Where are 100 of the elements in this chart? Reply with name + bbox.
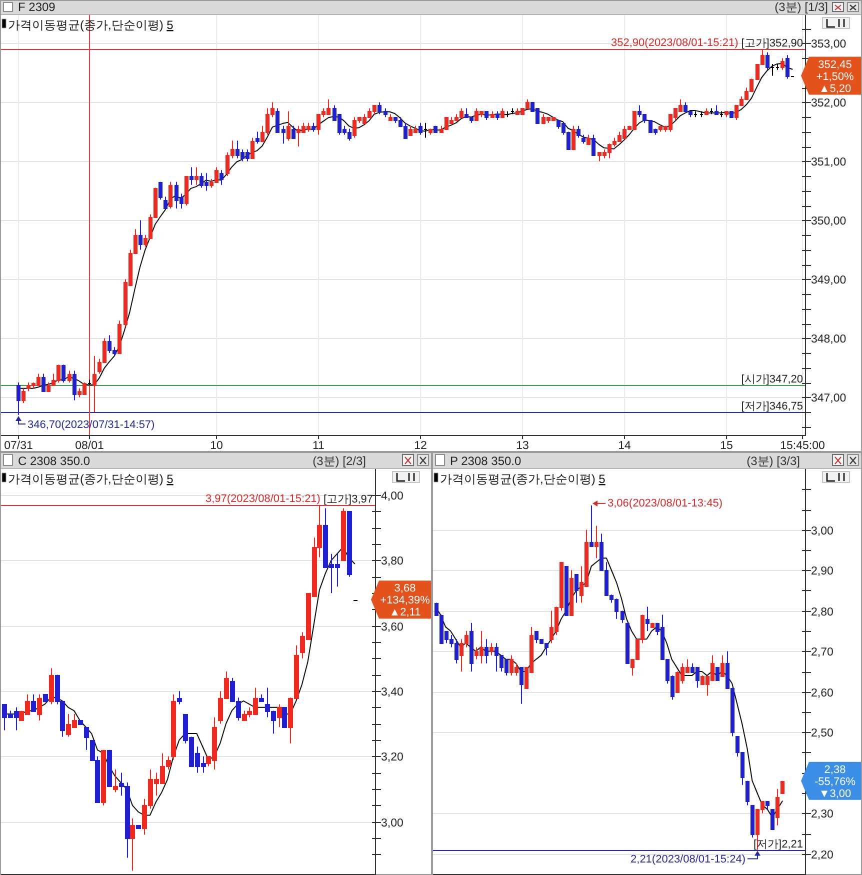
candlestick (766, 52, 770, 70)
ref-line-label: [고가]3,97 (323, 494, 373, 506)
candlestick (786, 54, 790, 80)
candlestick (42, 373, 46, 392)
annotation: 3,97(2023/08/01-15:21) (205, 493, 320, 505)
x-tick-label: 07/31 (4, 440, 33, 452)
candlestick (564, 566, 568, 616)
x-tick-label: 10 (210, 440, 223, 452)
y-tick-label: 3,40 (381, 686, 404, 698)
price-tag: 3,68 +134,39% ▲2,11 (371, 580, 431, 619)
candlestick (378, 102, 382, 115)
candlestick (594, 525, 598, 559)
candlestick (470, 622, 474, 672)
x-tick-label: 15:45:00 (780, 440, 825, 452)
chart-title: F 2309 (18, 0, 56, 14)
candlestick (586, 134, 590, 145)
y-tick-label: 3,60 (381, 622, 404, 634)
candlestick (194, 166, 198, 186)
candlestick (770, 808, 774, 830)
candlestick (190, 166, 194, 186)
candlestick (292, 125, 296, 139)
candlestick (570, 570, 574, 616)
candlestick (646, 606, 650, 632)
candlestick (113, 769, 118, 793)
y-tick-label: 349,00 (811, 274, 846, 286)
candlestick (286, 110, 290, 142)
candlestick (16, 382, 20, 416)
candlestick (220, 170, 224, 186)
candlestick (282, 125, 286, 144)
candlestick (312, 122, 316, 132)
candlestick (138, 220, 142, 250)
candlestick (118, 320, 122, 354)
candlestick (282, 706, 287, 728)
candlestick (92, 356, 96, 412)
candlestick (496, 110, 500, 120)
candlestick (720, 654, 724, 677)
annotation: 2,21(2023/08/01-15:24) (630, 854, 746, 866)
candlestick (84, 726, 89, 750)
candlestick (434, 125, 438, 133)
ref-line-label: [시가]347,20 (741, 374, 803, 386)
candlestick (158, 181, 162, 200)
candlestick (68, 370, 72, 383)
chart-subtitle: (3분) [1/3] (774, 0, 828, 14)
x-tick-label: 08/01 (75, 440, 104, 452)
ref-line-label: [고가]352,90 (741, 38, 803, 50)
y-tick-label: 2,60 (811, 688, 834, 700)
y-tick-label: 2,20 (811, 850, 834, 862)
candlestick (424, 122, 428, 138)
y-tick-label: 348,00 (811, 334, 846, 346)
y-tick-label: 3,20 (381, 752, 404, 764)
legend: 가격이동평균(종가,단순이평) 5 (2, 472, 174, 486)
y-tick-label: 2,50 (811, 728, 834, 740)
candlestick (574, 574, 578, 604)
candlestick (256, 131, 260, 144)
y-tick-label: 4,00 (381, 490, 404, 502)
candlestick (592, 134, 596, 156)
legend: 가격이동평균(종가,단순이평) 5 (434, 472, 606, 486)
y-tick-label: 2,70 (811, 646, 834, 658)
x-tick-label: 14 (618, 440, 632, 452)
candlestick (582, 134, 586, 144)
x-tick-label: 11 (312, 440, 324, 452)
candlestick (341, 508, 346, 561)
candlestick (171, 694, 176, 760)
chart-subtitle: (3분) [2/3] (312, 454, 366, 468)
candlestick (776, 64, 780, 70)
annotation: 352,90(2023/08/01-15:21) (611, 37, 738, 49)
candlestick (716, 666, 720, 681)
x-tick-label: 13 (516, 440, 529, 452)
x-tick-label: 12 (414, 440, 427, 452)
candlestick (184, 176, 188, 206)
candlestick (770, 64, 774, 76)
chart-title: C 2308 350.0 (18, 454, 90, 468)
candlestick (250, 137, 254, 159)
candlestick (780, 58, 784, 70)
candlestick (276, 108, 280, 133)
candlestick (418, 122, 422, 136)
y-tick-label: 3,00 (381, 818, 404, 830)
candlestick (714, 104, 718, 115)
candlestick (766, 800, 770, 810)
candlestick (101, 749, 106, 806)
candlestick (164, 196, 168, 209)
candlestick (650, 622, 654, 628)
candlestick (750, 804, 754, 838)
candlestick (107, 749, 112, 787)
candlestick (384, 108, 388, 118)
chart-title: P 2308 350.0 (450, 454, 522, 468)
price-tag: 352,45 +1,50% ▲5,20 (801, 56, 861, 95)
candlestick (520, 666, 524, 704)
candlestick (388, 114, 392, 121)
candlestick (130, 818, 135, 872)
candlestick (490, 642, 494, 656)
y-tick-label: 2,80 (811, 606, 834, 618)
candlestick (31, 694, 36, 712)
y-tick-label: 3,00 (811, 526, 834, 538)
candlestick (136, 824, 141, 829)
y-tick-label: 3,80 (381, 556, 404, 568)
ref-line-label: [저가]346,75 (741, 400, 803, 412)
candlestick (780, 780, 784, 794)
candlestick (710, 108, 714, 115)
candlestick (37, 694, 42, 721)
